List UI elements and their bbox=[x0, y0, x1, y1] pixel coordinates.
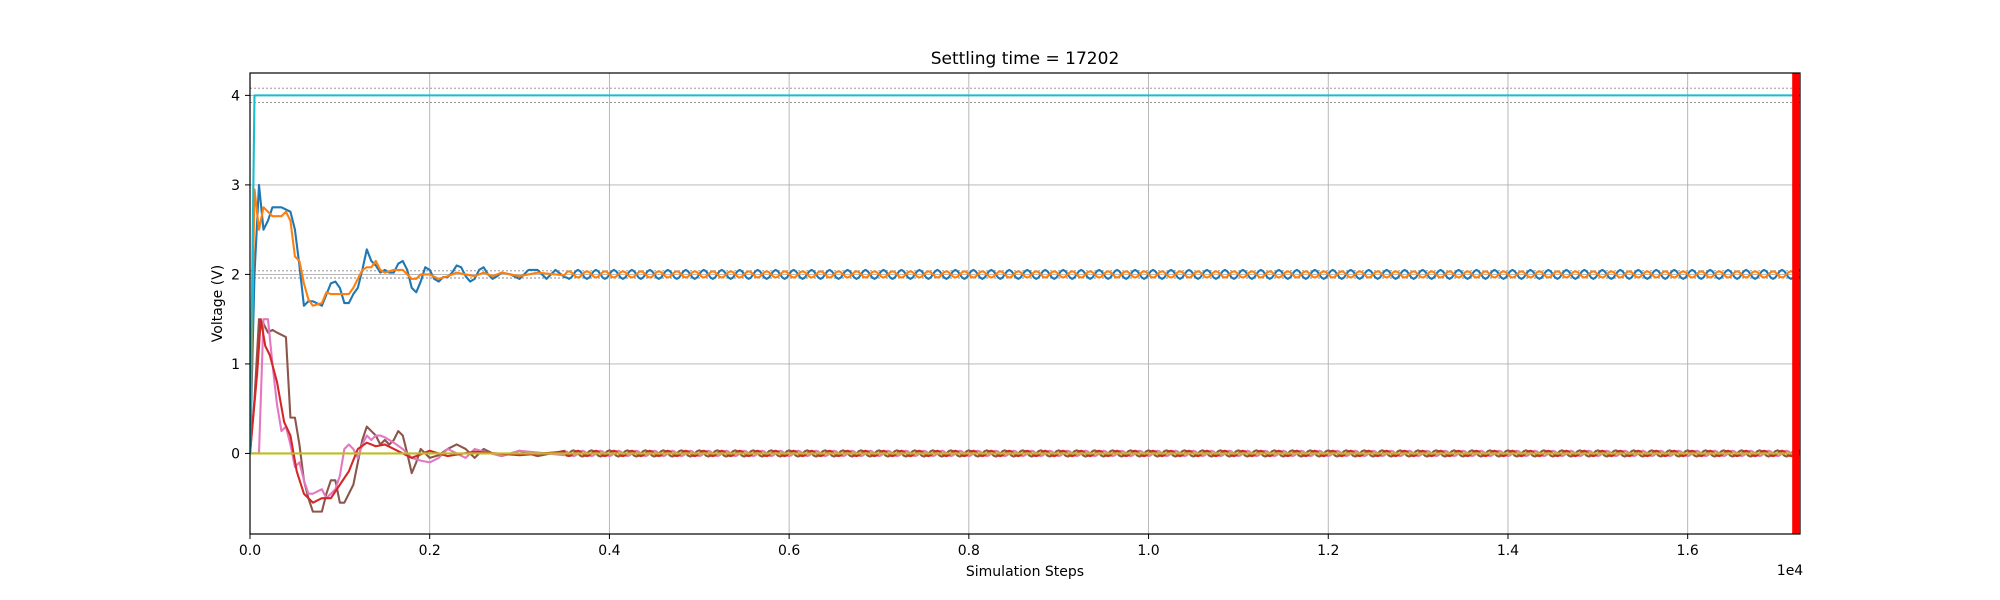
x-axis-label: Simulation Steps bbox=[966, 564, 1084, 580]
axes-frame bbox=[249, 72, 1801, 535]
x-tick-label: 0.8 bbox=[958, 543, 980, 559]
x-tick-label: 0.4 bbox=[598, 543, 620, 559]
x-tick-label: 1.6 bbox=[1677, 543, 1699, 559]
series-line bbox=[250, 188, 1800, 454]
x-tick-label: 0.2 bbox=[419, 543, 441, 559]
x-tick-label: 0.0 bbox=[239, 543, 261, 559]
plot-area bbox=[250, 94, 1800, 513]
x-tick-label: 1.4 bbox=[1497, 543, 1519, 559]
series-line bbox=[250, 94, 1800, 454]
chart-title: Settling time = 17202 bbox=[931, 49, 1120, 69]
x-tick-label: 1.2 bbox=[1317, 543, 1339, 559]
ticks: 0.0 0.2 0.4 0.6 0.8 1.0 1.2 1.4 1.6 0 1 2 3 4 bbox=[231, 88, 1699, 559]
y-tick-label: 3 bbox=[231, 178, 240, 194]
series-line bbox=[250, 183, 1800, 454]
x-tick-label: 1.0 bbox=[1137, 543, 1159, 559]
x-axis-offset-label: 1e4 bbox=[1777, 563, 1804, 579]
y-tick-label: 0 bbox=[231, 446, 240, 462]
series-line bbox=[250, 318, 1800, 504]
x-tick-label: 0.6 bbox=[778, 543, 800, 559]
y-tick-label: 4 bbox=[231, 88, 240, 104]
y-tick-label: 2 bbox=[231, 267, 240, 283]
y-axis-label: Voltage (V) bbox=[210, 265, 226, 342]
y-tick-label: 1 bbox=[231, 357, 240, 373]
